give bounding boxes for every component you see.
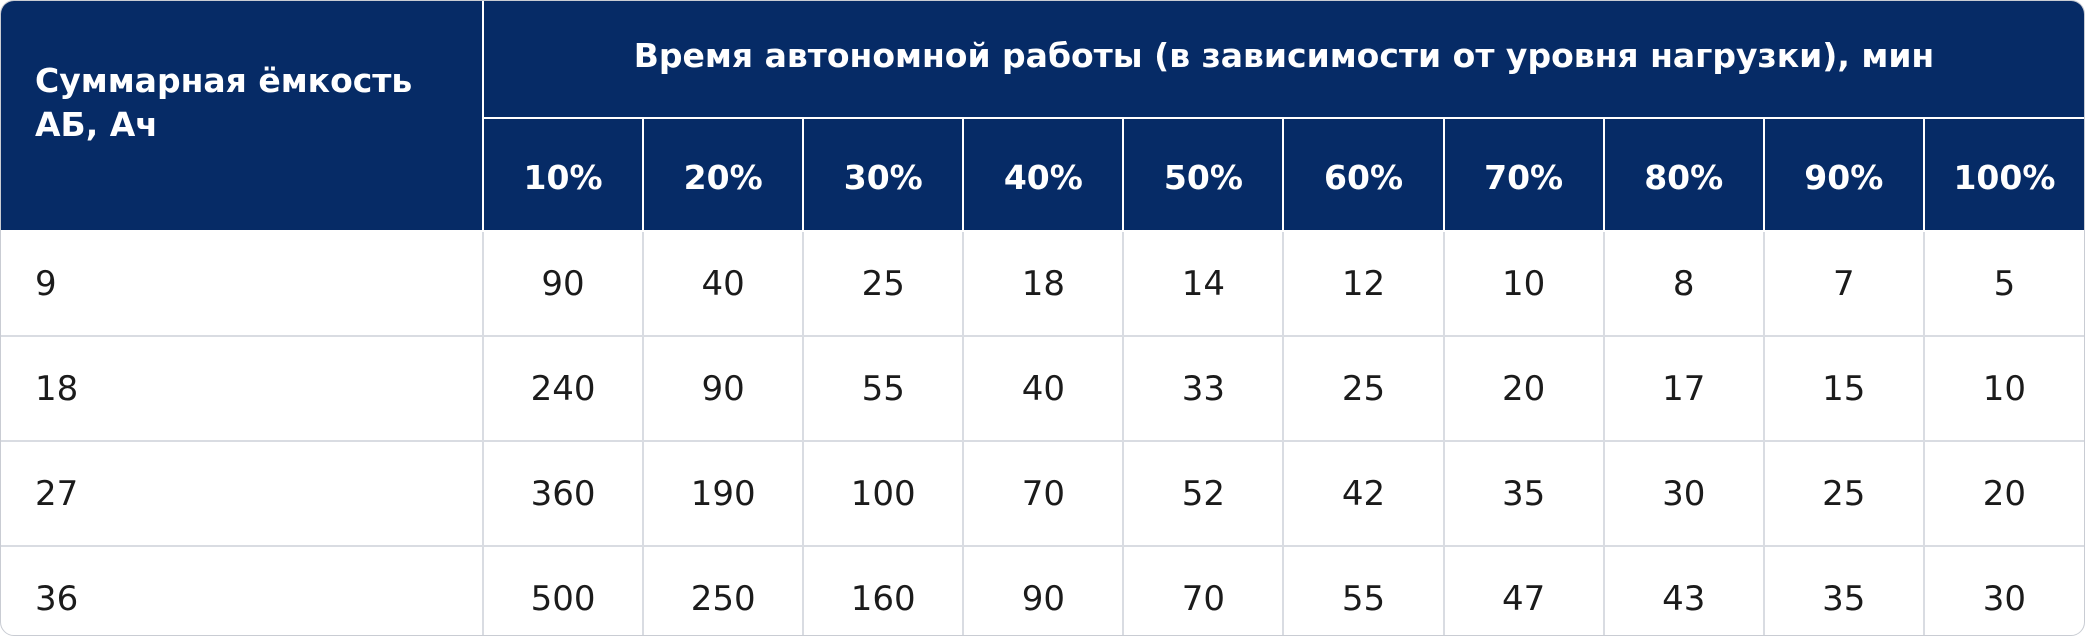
runtime-value-cell: 33: [1122, 335, 1285, 442]
runtime-value-cell: 10: [1442, 230, 1605, 337]
runtime-value-cell: 240: [481, 335, 645, 442]
runtime-value-cell: 15: [1762, 335, 1925, 442]
runtime-value-cell: 20: [1922, 440, 2084, 547]
load-level-header: 40%: [962, 117, 1125, 232]
runtime-value-cell: 70: [962, 440, 1125, 547]
runtime-value-cell: 8: [1602, 230, 1765, 337]
capacity-cell: 18: [1, 335, 484, 442]
header-row-load-levels: 10% 20% 30% 40% 50% 60% 70% 80% 90% 100%: [1, 117, 2084, 232]
table-row: 27 360 190 100 70 52 42 35 30 25 20: [1, 440, 2084, 547]
runtime-value-cell: 360: [481, 440, 645, 547]
runtime-value-cell: 20: [1442, 335, 1605, 442]
table-header: Суммарная ёмкость АБ, Ач Время автономно…: [1, 1, 2084, 232]
runtime-value-cell: 14: [1122, 230, 1285, 337]
runtime-value-cell: 70: [1122, 545, 1285, 635]
load-level-header: 20%: [642, 117, 805, 232]
table-row: 9 90 40 25 18 14 12 10 8 7 5: [1, 230, 2084, 337]
runtime-value-cell: 17: [1602, 335, 1765, 442]
runtime-value-cell: 25: [1762, 440, 1925, 547]
runtime-value-cell: 90: [642, 335, 805, 442]
runtime-value-cell: 25: [802, 230, 965, 337]
runtime-value-cell: 55: [802, 335, 965, 442]
runtime-value-cell: 25: [1282, 335, 1445, 442]
runtime-value-cell: 160: [802, 545, 965, 635]
table-body: 9 90 40 25 18 14 12 10 8 7 5 18 240 90 55 40 33 25 20 17 15 1…: [1, 230, 2084, 635]
capacity-column-header: Суммарная ёмкость АБ, Ач: [1, 1, 484, 232]
runtime-value-cell: 43: [1602, 545, 1765, 635]
load-level-header: 10%: [481, 117, 645, 232]
runtime-value-cell: 52: [1122, 440, 1285, 547]
runtime-value-cell: 5: [1922, 230, 2084, 337]
load-level-header: 90%: [1762, 117, 1925, 232]
header-row-group: Суммарная ёмкость АБ, Ач Время автономно…: [1, 1, 2084, 232]
capacity-cell: 27: [1, 440, 484, 547]
load-level-header: 80%: [1602, 117, 1765, 232]
runtime-value-cell: 500: [481, 545, 645, 635]
runtime-value-cell: 18: [962, 230, 1125, 337]
runtime-value-cell: 90: [962, 545, 1125, 635]
runtime-value-cell: 40: [962, 335, 1125, 442]
load-level-header: 70%: [1442, 117, 1605, 232]
load-level-header: 100%: [1922, 117, 2084, 232]
runtime-value-cell: 100: [802, 440, 965, 547]
runtime-value-cell: 35: [1762, 545, 1925, 635]
runtime-value-cell: 40: [642, 230, 805, 337]
runtime-value-cell: 30: [1922, 545, 2084, 635]
table-row: 18 240 90 55 40 33 25 20 17 15 10: [1, 335, 2084, 442]
capacity-cell: 36: [1, 545, 484, 635]
runtime-value-cell: 12: [1282, 230, 1445, 337]
load-level-header: 50%: [1122, 117, 1285, 232]
runtime-value-cell: 90: [481, 230, 645, 337]
load-level-header: 30%: [802, 117, 965, 232]
runtime-value-cell: 10: [1922, 335, 2084, 442]
runtime-value-cell: 42: [1282, 440, 1445, 547]
runtime-value-cell: 35: [1442, 440, 1605, 547]
runtime-value-cell: 55: [1282, 545, 1445, 635]
runtime-value-cell: 7: [1762, 230, 1925, 337]
runtime-value-cell: 250: [642, 545, 805, 635]
capacity-cell: 9: [1, 230, 484, 337]
runtime-value-cell: 190: [642, 440, 805, 547]
runtime-value-cell: 30: [1602, 440, 1765, 547]
runtime-value-cell: 47: [1442, 545, 1605, 635]
runtime-group-header: Время автономной работы (в зависимости о…: [481, 1, 2084, 119]
load-level-header: 60%: [1282, 117, 1445, 232]
table-row: 36 500 250 160 90 70 55 47 43 35 30: [1, 545, 2084, 635]
